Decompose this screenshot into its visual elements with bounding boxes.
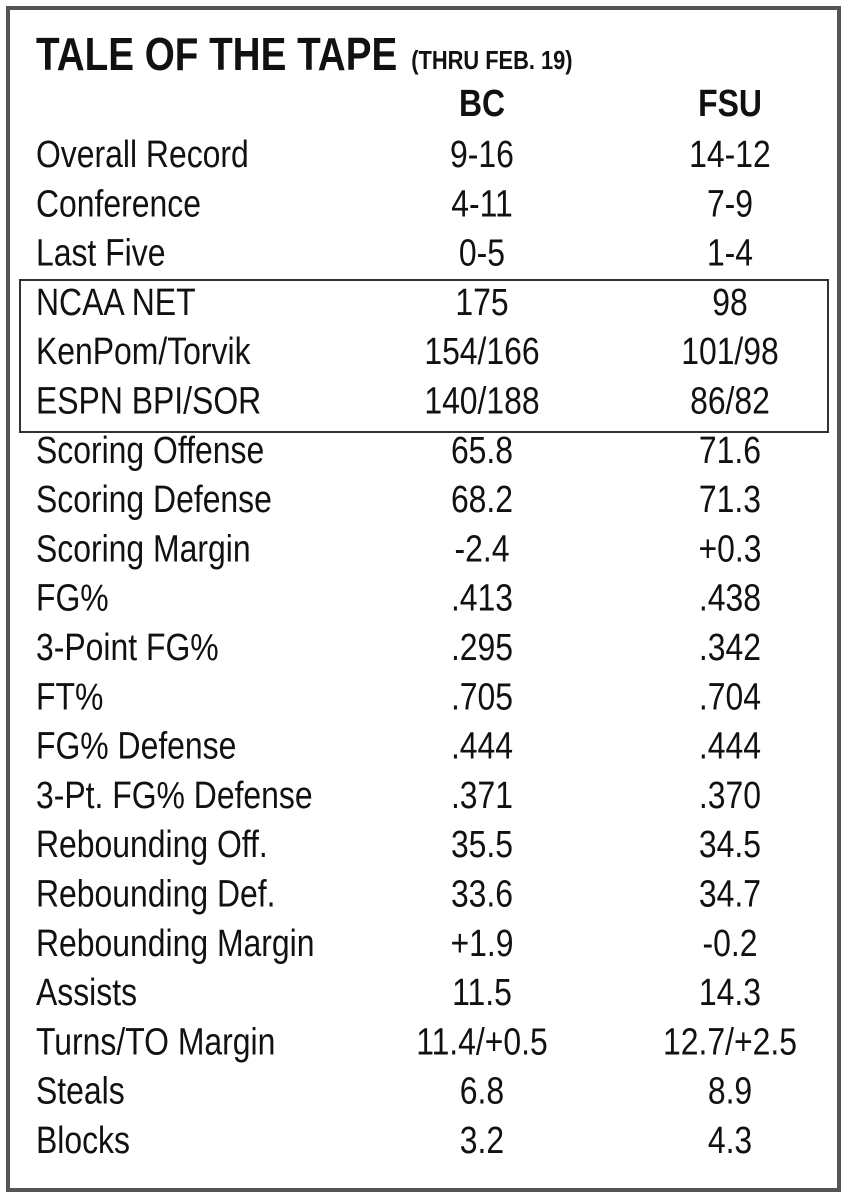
bc-value: 11.5 [452,972,512,1014]
row-label: Steals [36,1070,125,1112]
bc-value: -2.4 [455,528,510,570]
row-label: Scoring Offense [36,429,264,471]
row-label: Last Five [36,232,165,274]
outer-border [6,6,841,1192]
fsu-value: 34.7 [699,873,761,915]
subtitle: (THRU FEB. 19) [411,46,572,75]
row-label: Assists [36,972,137,1014]
bc-value: 33.6 [451,873,513,915]
bc-value: 0-5 [459,232,505,274]
fsu-value: 12.7/+2.5 [663,1021,797,1063]
fsu-value: 71.6 [699,429,761,471]
bc-value: 65.8 [451,429,513,471]
row-label: ESPN BPI/SOR [36,380,261,422]
title: TALE OF THE TAPE [36,29,397,80]
bc-value: 9-16 [450,133,514,175]
content: TALE OF THE TAPE (THRU FEB. 19) BC FSU Overa… [36,29,797,1162]
row-label: Scoring Defense [36,479,272,521]
fsu-value: 4.3 [708,1119,752,1161]
fsu-value: .444 [699,725,761,767]
row-label: FG% Defense [36,725,236,767]
row-label: Overall Record [36,133,249,175]
fsu-value: 14.3 [699,972,761,1014]
bc-value: 175 [455,281,508,323]
bc-value: 6.8 [460,1070,504,1112]
bc-value: 68.2 [451,479,513,521]
bc-value: 140/188 [424,380,539,422]
row-label: FG% [36,577,109,619]
row-label: Blocks [36,1119,130,1161]
fsu-value: 7-9 [707,183,753,225]
fsu-value: 71.3 [699,479,761,521]
row-label: Turns/TO Margin [36,1021,275,1063]
row-label: Rebounding Off. [36,824,268,866]
bc-value: .705 [451,676,513,718]
row-label: Scoring Margin [36,528,251,570]
bc-value: 35.5 [451,824,513,866]
fsu-value: 101/98 [681,331,779,373]
row-label: NCAA NET [36,281,196,323]
fsu-value: .704 [699,676,761,718]
fsu-value: -0.2 [703,922,758,964]
fsu-value: 34.5 [699,824,761,866]
bc-value: .295 [451,626,513,668]
row-label: KenPom/Torvik [36,331,251,373]
row-label: 3-Pt. FG% Defense [36,774,313,816]
row-label: Rebounding Margin [36,922,314,964]
bc-value: .371 [451,774,513,816]
fsu-value: 8.9 [708,1070,752,1112]
fsu-value: 86/82 [690,380,770,422]
ranking-box [19,279,829,433]
bc-value: 154/166 [424,331,539,373]
bc-value: .444 [451,725,513,767]
fsu-value: 1-4 [707,232,753,274]
fsu-value: 98 [712,281,748,323]
fsu-value: .438 [699,577,761,619]
bc-value: +1.9 [451,922,514,964]
row-label: Conference [36,183,201,225]
bc-value: 11.4/+0.5 [416,1021,548,1063]
column-header: BC [459,82,505,124]
row-label: FT% [36,676,103,718]
fsu-value: .370 [699,774,761,816]
row-label: Rebounding Def. [36,873,275,915]
fsu-value: .342 [699,626,761,668]
fsu-value: 14-12 [689,133,771,175]
fsu-value: +0.3 [699,528,762,570]
bc-value: 3.2 [460,1119,504,1161]
row-label: 3-Point FG% [36,626,219,668]
column-header: FSU [698,82,762,124]
bc-value: 4-11 [451,183,512,225]
bc-value: .413 [451,577,513,619]
